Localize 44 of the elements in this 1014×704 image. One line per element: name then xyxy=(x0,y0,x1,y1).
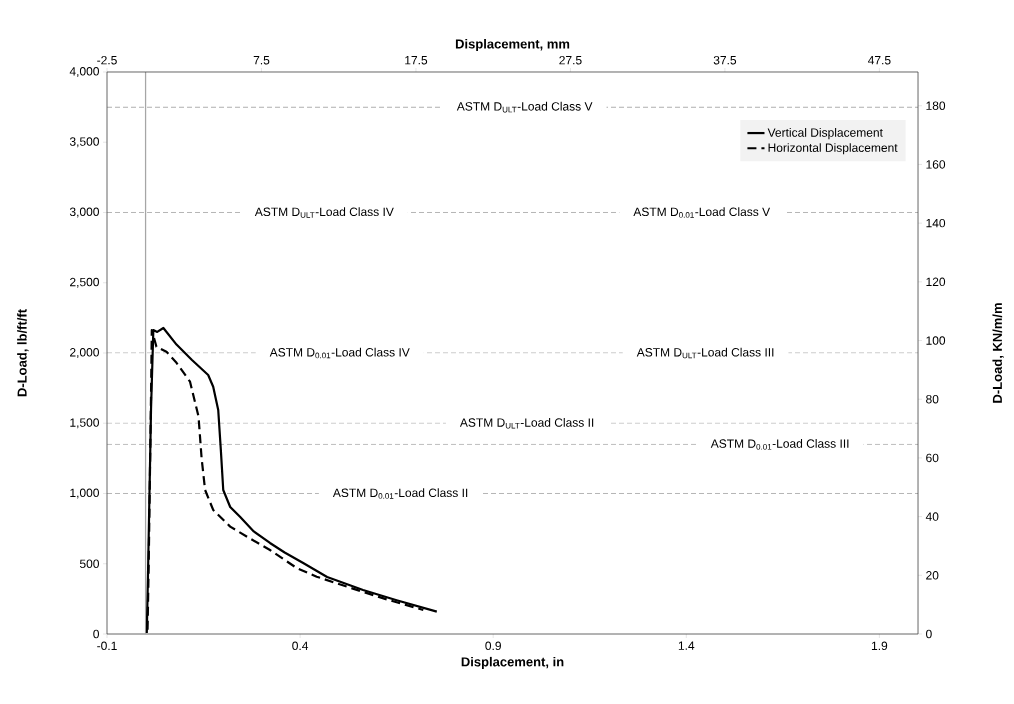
x-axis-title: Displacement, in xyxy=(461,656,564,670)
y-tick-label: 2,500 xyxy=(70,277,99,288)
y-tick-label: 1,000 xyxy=(70,488,99,499)
y2-tick-label: 20 xyxy=(926,571,939,580)
y-tick-label: 3,500 xyxy=(69,137,99,148)
legend-label: Horizontal Displacement xyxy=(768,143,898,155)
x-tick-label: 0.9 xyxy=(485,641,501,651)
x2-tick-label: 7.5 xyxy=(253,56,270,65)
annotation: ASTM D$_{0.01}$-Load Class V xyxy=(633,207,771,218)
ref-line-label: ASTM D$_{ULT}$-Load Class V xyxy=(456,101,593,113)
ref-line-label: ASTM D$_{0.01}$-Load Class IV xyxy=(269,347,410,359)
y-axis-title: D-Load, lb/ft/ft xyxy=(17,309,29,397)
x-tick-label: 0.4 xyxy=(292,641,309,651)
y2-tick-label: 60 xyxy=(926,453,939,463)
x-tick-label: 1.4 xyxy=(678,641,695,650)
annotation: ASTM D$_{ULT}$-Load Class III xyxy=(636,347,774,359)
y-tick-label: 1,500 xyxy=(70,418,99,429)
x2-tick-label: 37.5 xyxy=(713,55,737,65)
y-tick-label: 4,000 xyxy=(69,67,99,77)
x2-axis-title: Displacement, mm xyxy=(455,38,570,52)
y-tick-label: 2,000 xyxy=(70,348,99,358)
x-tick-label: 1.9 xyxy=(871,641,888,651)
x-tick-label: -0.1 xyxy=(97,641,117,651)
ref-line-label: ASTM D$_{0.01}$-Load Class III xyxy=(710,439,849,450)
y2-tick-label: 180 xyxy=(926,101,946,110)
x2-tick-label: 17.5 xyxy=(405,56,428,65)
y2-tick-label: 40 xyxy=(925,512,939,521)
y2-tick-label: 160 xyxy=(926,160,946,169)
y-tick-label: 3,000 xyxy=(69,207,99,218)
x2-tick-label: 27.5 xyxy=(559,55,582,65)
y2-tick-label: 120 xyxy=(926,277,946,287)
y2-tick-label: 140 xyxy=(926,218,946,228)
y2-axis-title: D-Load, KN/m/m xyxy=(992,303,1004,403)
ref-line-label: ASTM D$_{ULT}$-Load Class IV xyxy=(254,207,394,218)
y2-tick-label: 80 xyxy=(926,394,939,404)
legend-label: Vertical Displacement xyxy=(767,127,883,140)
x2-tick-label: 47.5 xyxy=(868,56,891,65)
y-tick-label: 500 xyxy=(79,559,99,568)
ref-line-label: ASTM D$_{ULT}$-Load Class II xyxy=(459,417,594,429)
y2-tick-label: 0 xyxy=(926,629,932,639)
y-tick-label: 0 xyxy=(93,629,99,639)
y2-tick-label: 100 xyxy=(926,336,946,345)
ref-line-label: ASTM D$_{0.01}$-Load Class II xyxy=(332,488,468,499)
x2-tick-label: -2.5 xyxy=(97,55,117,65)
